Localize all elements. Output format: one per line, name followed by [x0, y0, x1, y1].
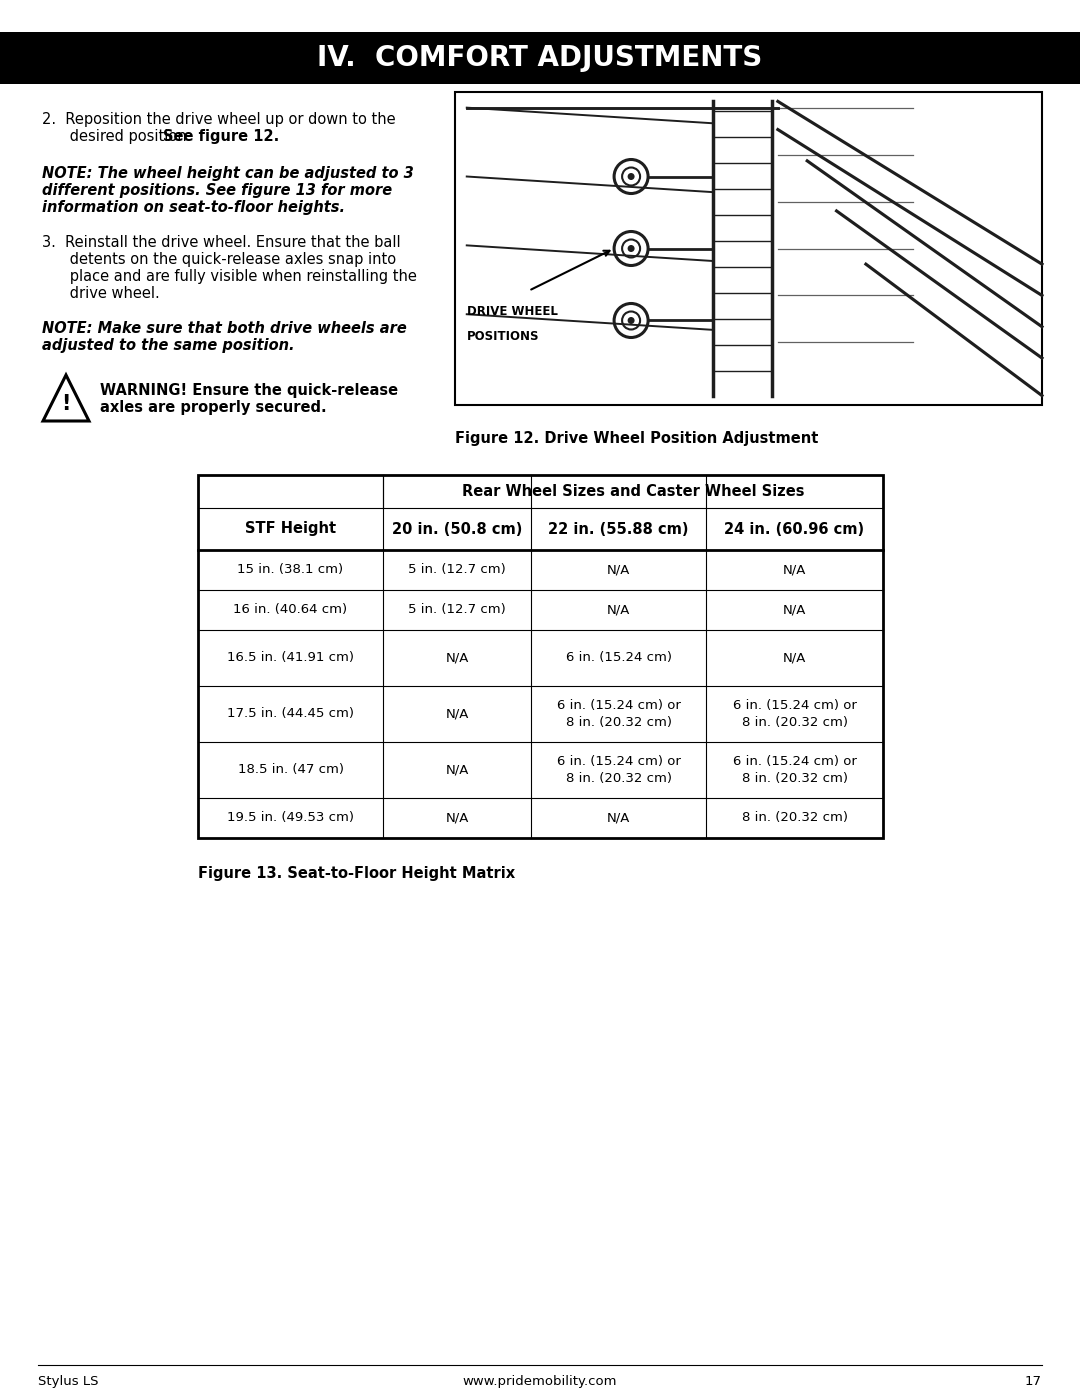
- Text: Figure 13. Seat-to-Floor Height Matrix: Figure 13. Seat-to-Floor Height Matrix: [198, 866, 515, 882]
- Text: N/A: N/A: [445, 707, 469, 721]
- Text: desired position.: desired position.: [42, 129, 195, 144]
- Text: N/A: N/A: [445, 764, 469, 777]
- Text: place and are fully visible when reinstalling the: place and are fully visible when reinsta…: [42, 270, 417, 284]
- Text: 6 in. (15.24 cm): 6 in. (15.24 cm): [566, 651, 672, 665]
- Text: adjusted to the same position.: adjusted to the same position.: [42, 338, 295, 353]
- Text: N/A: N/A: [607, 563, 631, 577]
- Text: N/A: N/A: [783, 563, 806, 577]
- Circle shape: [627, 317, 635, 324]
- Text: N/A: N/A: [445, 651, 469, 665]
- Text: N/A: N/A: [607, 604, 631, 616]
- Text: DRIVE WHEEL: DRIVE WHEEL: [467, 305, 557, 319]
- Bar: [198, 475, 883, 838]
- Text: See figure 12.: See figure 12.: [163, 129, 280, 144]
- Text: WARNING! Ensure the quick-release: WARNING! Ensure the quick-release: [100, 383, 399, 398]
- Text: detents on the quick-release axles snap into: detents on the quick-release axles snap …: [42, 251, 396, 267]
- Text: 22 in. (55.88 cm): 22 in. (55.88 cm): [549, 521, 689, 536]
- Text: 6 in. (15.24 cm) or
8 in. (20.32 cm): 6 in. (15.24 cm) or 8 in. (20.32 cm): [732, 754, 856, 785]
- Text: N/A: N/A: [783, 651, 806, 665]
- Circle shape: [627, 244, 635, 251]
- Text: N/A: N/A: [783, 604, 806, 616]
- Text: 3.  Reinstall the drive wheel. Ensure that the ball: 3. Reinstall the drive wheel. Ensure tha…: [42, 235, 401, 250]
- Text: 8 in. (20.32 cm): 8 in. (20.32 cm): [742, 812, 848, 824]
- Text: NOTE: The wheel height can be adjusted to 3: NOTE: The wheel height can be adjusted t…: [42, 166, 414, 182]
- Text: N/A: N/A: [607, 812, 631, 824]
- Text: 5 in. (12.7 cm): 5 in. (12.7 cm): [408, 604, 505, 616]
- Text: 17: 17: [1025, 1375, 1042, 1389]
- Text: 24 in. (60.96 cm): 24 in. (60.96 cm): [725, 521, 865, 536]
- Circle shape: [627, 173, 635, 180]
- Text: Stylus LS: Stylus LS: [38, 1375, 98, 1389]
- Text: 17.5 in. (44.45 cm): 17.5 in. (44.45 cm): [227, 707, 354, 721]
- Text: POSITIONS: POSITIONS: [467, 330, 539, 342]
- Text: drive wheel.: drive wheel.: [42, 286, 160, 300]
- Bar: [0, 32, 1080, 84]
- Text: 5 in. (12.7 cm): 5 in. (12.7 cm): [408, 563, 505, 577]
- Text: STF Height: STF Height: [245, 521, 336, 536]
- Text: Rear Wheel Sizes and Caster Wheel Sizes: Rear Wheel Sizes and Caster Wheel Sizes: [462, 483, 805, 499]
- Bar: [455, 92, 1042, 405]
- Text: 16 in. (40.64 cm): 16 in. (40.64 cm): [233, 604, 348, 616]
- Text: 15 in. (38.1 cm): 15 in. (38.1 cm): [238, 563, 343, 577]
- Text: 6 in. (15.24 cm) or
8 in. (20.32 cm): 6 in. (15.24 cm) or 8 in. (20.32 cm): [732, 698, 856, 729]
- Text: 19.5 in. (49.53 cm): 19.5 in. (49.53 cm): [227, 812, 354, 824]
- Text: 20 in. (50.8 cm): 20 in. (50.8 cm): [392, 521, 523, 536]
- Text: www.pridemobility.com: www.pridemobility.com: [462, 1375, 618, 1389]
- Text: 6 in. (15.24 cm) or
8 in. (20.32 cm): 6 in. (15.24 cm) or 8 in. (20.32 cm): [556, 754, 680, 785]
- Text: 16.5 in. (41.91 cm): 16.5 in. (41.91 cm): [227, 651, 354, 665]
- Text: 18.5 in. (47 cm): 18.5 in. (47 cm): [238, 764, 343, 777]
- Text: different positions. See figure 13 for more: different positions. See figure 13 for m…: [42, 183, 392, 198]
- Text: Figure 12. Drive Wheel Position Adjustment: Figure 12. Drive Wheel Position Adjustme…: [455, 432, 819, 446]
- Polygon shape: [43, 374, 89, 420]
- Text: 2.  Reposition the drive wheel up or down to the: 2. Reposition the drive wheel up or down…: [42, 112, 395, 127]
- Text: !: !: [62, 394, 70, 414]
- Text: IV.  COMFORT ADJUSTMENTS: IV. COMFORT ADJUSTMENTS: [318, 43, 762, 73]
- Text: 6 in. (15.24 cm) or
8 in. (20.32 cm): 6 in. (15.24 cm) or 8 in. (20.32 cm): [556, 698, 680, 729]
- Text: N/A: N/A: [445, 812, 469, 824]
- Text: information on seat-to-floor heights.: information on seat-to-floor heights.: [42, 200, 345, 215]
- Text: NOTE: Make sure that both drive wheels are: NOTE: Make sure that both drive wheels a…: [42, 321, 407, 337]
- Text: axles are properly secured.: axles are properly secured.: [100, 400, 326, 415]
